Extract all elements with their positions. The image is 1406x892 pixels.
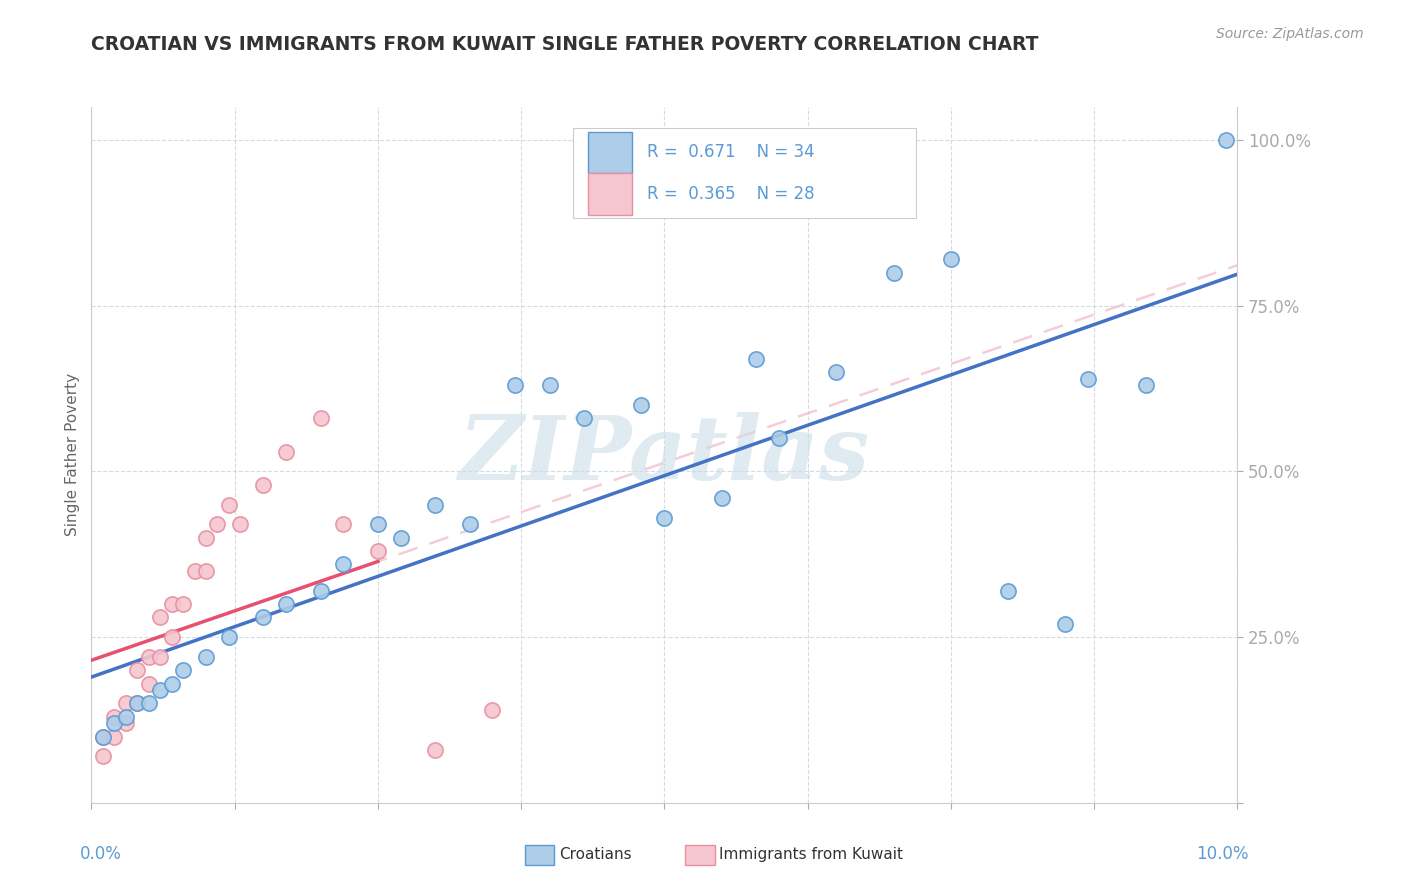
Point	[114, 697, 136, 711]
Point	[276, 444, 298, 458]
FancyBboxPatch shape	[572, 128, 917, 219]
Point	[114, 709, 136, 723]
Point	[138, 650, 160, 665]
Point	[194, 531, 217, 545]
FancyBboxPatch shape	[588, 173, 633, 215]
Point	[309, 411, 332, 425]
Point	[103, 709, 125, 723]
Point	[252, 477, 274, 491]
Point	[127, 697, 149, 711]
Text: Immigrants from Kuwait: Immigrants from Kuwait	[720, 847, 903, 863]
Point	[1077, 372, 1099, 386]
Point	[138, 697, 160, 711]
Point	[572, 411, 595, 425]
Point	[481, 703, 503, 717]
Point	[332, 517, 354, 532]
Text: 0.0%: 0.0%	[80, 845, 122, 863]
Point	[194, 650, 217, 665]
Point	[127, 697, 149, 711]
Point	[160, 630, 183, 644]
Point	[505, 378, 527, 392]
Text: Source: ZipAtlas.com: Source: ZipAtlas.com	[1216, 27, 1364, 41]
Point	[91, 749, 114, 764]
Point	[252, 610, 274, 624]
Point	[1135, 378, 1157, 392]
FancyBboxPatch shape	[588, 132, 633, 173]
Point	[825, 365, 848, 379]
Text: 10.0%: 10.0%	[1197, 845, 1249, 863]
Point	[218, 498, 240, 512]
Point	[160, 597, 183, 611]
Point	[149, 683, 172, 698]
Point	[710, 491, 733, 505]
Point	[652, 511, 675, 525]
Text: ZIPatlas: ZIPatlas	[458, 412, 870, 498]
Point	[149, 610, 172, 624]
Point	[114, 716, 136, 731]
FancyBboxPatch shape	[524, 845, 554, 864]
Point	[183, 564, 205, 578]
Point	[172, 597, 194, 611]
Point	[367, 544, 389, 558]
Point	[149, 650, 172, 665]
Point	[1215, 133, 1237, 147]
Point	[138, 676, 160, 690]
Point	[1054, 616, 1077, 631]
Point	[458, 517, 481, 532]
Point	[172, 663, 194, 677]
Point	[630, 398, 652, 412]
FancyBboxPatch shape	[685, 845, 714, 864]
Point	[127, 663, 149, 677]
Point	[207, 517, 229, 532]
Point	[91, 730, 114, 744]
Point	[367, 517, 389, 532]
Text: R =  0.671    N = 34: R = 0.671 N = 34	[647, 144, 814, 161]
Text: Croatians: Croatians	[560, 847, 631, 863]
Point	[389, 531, 412, 545]
Text: R =  0.365    N = 28: R = 0.365 N = 28	[647, 185, 814, 203]
Point	[423, 743, 446, 757]
Point	[218, 630, 240, 644]
Point	[229, 517, 252, 532]
Point	[538, 378, 561, 392]
Point	[103, 730, 125, 744]
Point	[423, 498, 446, 512]
Point	[939, 252, 962, 267]
Point	[882, 266, 904, 280]
Text: CROATIAN VS IMMIGRANTS FROM KUWAIT SINGLE FATHER POVERTY CORRELATION CHART: CROATIAN VS IMMIGRANTS FROM KUWAIT SINGL…	[91, 35, 1039, 54]
Point	[997, 583, 1019, 598]
Point	[160, 676, 183, 690]
Point	[309, 583, 332, 598]
Point	[768, 431, 790, 445]
Point	[745, 351, 768, 366]
Point	[194, 564, 217, 578]
Point	[332, 558, 354, 572]
Y-axis label: Single Father Poverty: Single Father Poverty	[65, 374, 80, 536]
Point	[103, 716, 125, 731]
Point	[276, 597, 298, 611]
Point	[91, 730, 114, 744]
